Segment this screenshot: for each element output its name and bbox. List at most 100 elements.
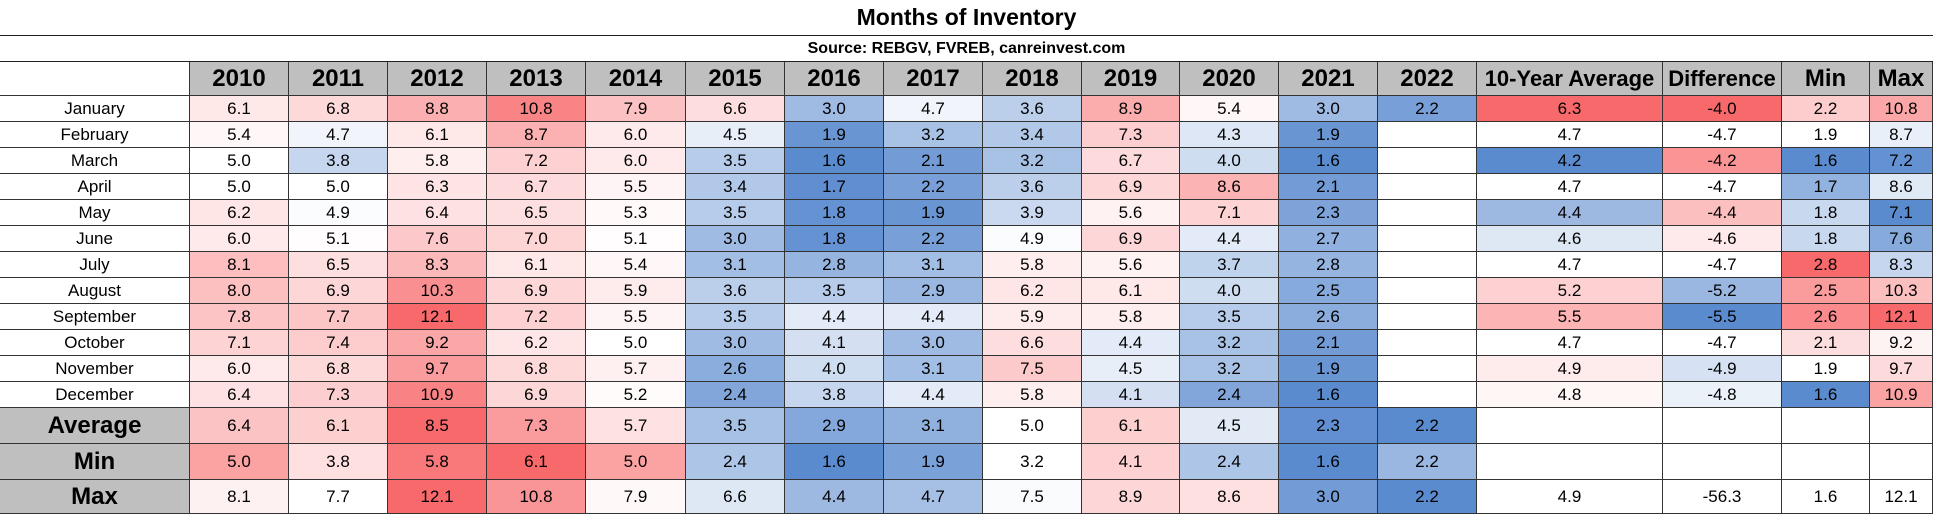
data-cell: 5.8 [388, 148, 487, 174]
summary-max-cell: 8.9 [1082, 480, 1180, 514]
ten-year-average-cell: 5.5 [1477, 304, 1663, 330]
data-cell: 6.8 [289, 96, 388, 122]
column-header: 2022 [1378, 62, 1477, 96]
data-cell [1378, 304, 1477, 330]
summary-max-cell: 8.1 [190, 480, 289, 514]
data-cell: 3.1 [686, 252, 785, 278]
summary-max-cell: 8.6 [1180, 480, 1279, 514]
data-cell: 2.1 [1279, 330, 1378, 356]
data-cell: 8.7 [487, 122, 586, 148]
ten-year-average-cell: 4.7 [1477, 122, 1663, 148]
data-cell: 5.6 [1082, 252, 1180, 278]
month-label: November [0, 356, 190, 382]
data-cell: 5.4 [190, 122, 289, 148]
data-cell: 4.0 [785, 356, 884, 382]
data-cell: 6.0 [586, 148, 686, 174]
ten-year-average-cell: 4.6 [1477, 226, 1663, 252]
summary-average-cell: 2.2 [1378, 408, 1477, 444]
min-cell: 1.9 [1782, 122, 1870, 148]
data-cell: 3.4 [983, 122, 1082, 148]
data-cell: 2.8 [1279, 252, 1378, 278]
data-cell: 2.3 [1279, 200, 1378, 226]
column-header: 2011 [289, 62, 388, 96]
summary-min-cell: 4.1 [1082, 444, 1180, 480]
data-cell: 5.0 [289, 174, 388, 200]
data-cell: 9.7 [388, 356, 487, 382]
data-cell: 7.3 [289, 382, 388, 408]
data-cell: 1.9 [884, 200, 983, 226]
summary-min-cell: 5.0 [586, 444, 686, 480]
data-cell: 12.1 [388, 304, 487, 330]
data-cell: 3.0 [686, 226, 785, 252]
data-cell [1378, 174, 1477, 200]
data-cell: 7.1 [1180, 200, 1279, 226]
summary-max-cell: 7.9 [586, 480, 686, 514]
data-cell [1378, 278, 1477, 304]
data-cell: 8.9 [1082, 96, 1180, 122]
data-cell [1378, 330, 1477, 356]
summary-average-cell: 4.5 [1180, 408, 1279, 444]
data-cell: 3.0 [686, 330, 785, 356]
data-cell: 9.2 [388, 330, 487, 356]
data-cell: 4.1 [1082, 382, 1180, 408]
data-cell: 3.5 [1180, 304, 1279, 330]
summary-extra-cell: 12.1 [1870, 480, 1933, 514]
data-cell: 6.6 [983, 330, 1082, 356]
data-cell: 4.0 [1180, 148, 1279, 174]
max-cell: 8.3 [1870, 252, 1933, 278]
data-cell: 8.6 [1180, 174, 1279, 200]
summary-min-cell: 5.8 [388, 444, 487, 480]
data-cell: 2.8 [785, 252, 884, 278]
data-cell: 3.2 [983, 148, 1082, 174]
data-cell: 3.2 [1180, 330, 1279, 356]
data-cell: 3.7 [1180, 252, 1279, 278]
data-cell: 5.1 [586, 226, 686, 252]
min-cell: 1.6 [1782, 382, 1870, 408]
summary-average-cell: 3.5 [686, 408, 785, 444]
data-cell: 6.2 [487, 330, 586, 356]
data-cell: 7.1 [190, 330, 289, 356]
summary-average-cell: 2.9 [785, 408, 884, 444]
summary-average-cell: 5.0 [983, 408, 1082, 444]
data-cell: 5.6 [1082, 200, 1180, 226]
data-cell: 2.1 [884, 148, 983, 174]
summary-min-cell: 5.0 [190, 444, 289, 480]
summary-extra-cell [1782, 444, 1870, 480]
data-cell: 1.6 [785, 148, 884, 174]
data-cell: 6.1 [190, 96, 289, 122]
header-corner [0, 62, 190, 96]
data-cell: 5.7 [586, 356, 686, 382]
data-cell: 4.4 [1082, 330, 1180, 356]
data-cell [1378, 356, 1477, 382]
column-header: 2016 [785, 62, 884, 96]
data-cell: 6.4 [388, 200, 487, 226]
data-cell: 5.8 [983, 252, 1082, 278]
difference-cell: -4.2 [1663, 148, 1782, 174]
data-cell [1378, 252, 1477, 278]
column-header: 2019 [1082, 62, 1180, 96]
summary-extra-cell [1870, 444, 1933, 480]
data-cell: 1.7 [785, 174, 884, 200]
column-header: 2010 [190, 62, 289, 96]
data-cell: 4.9 [289, 200, 388, 226]
table-title: Months of Inventory [0, 0, 1933, 36]
data-cell: 1.6 [1279, 148, 1378, 174]
summary-label: Average [0, 408, 190, 444]
summary-max-cell: 7.7 [289, 480, 388, 514]
column-header: 2012 [388, 62, 487, 96]
data-cell: 1.9 [1279, 356, 1378, 382]
data-cell: 3.5 [686, 304, 785, 330]
data-cell: 2.2 [1378, 96, 1477, 122]
difference-cell: -4.4 [1663, 200, 1782, 226]
data-cell: 3.5 [686, 200, 785, 226]
summary-min-cell: 1.6 [785, 444, 884, 480]
summary-label: Max [0, 480, 190, 514]
data-cell: 4.7 [884, 96, 983, 122]
column-header: 10-Year Average [1477, 62, 1663, 96]
max-cell: 10.9 [1870, 382, 1933, 408]
data-cell: 5.8 [983, 382, 1082, 408]
data-cell: 3.0 [1279, 96, 1378, 122]
ten-year-average-cell: 4.7 [1477, 330, 1663, 356]
data-cell: 6.5 [487, 200, 586, 226]
